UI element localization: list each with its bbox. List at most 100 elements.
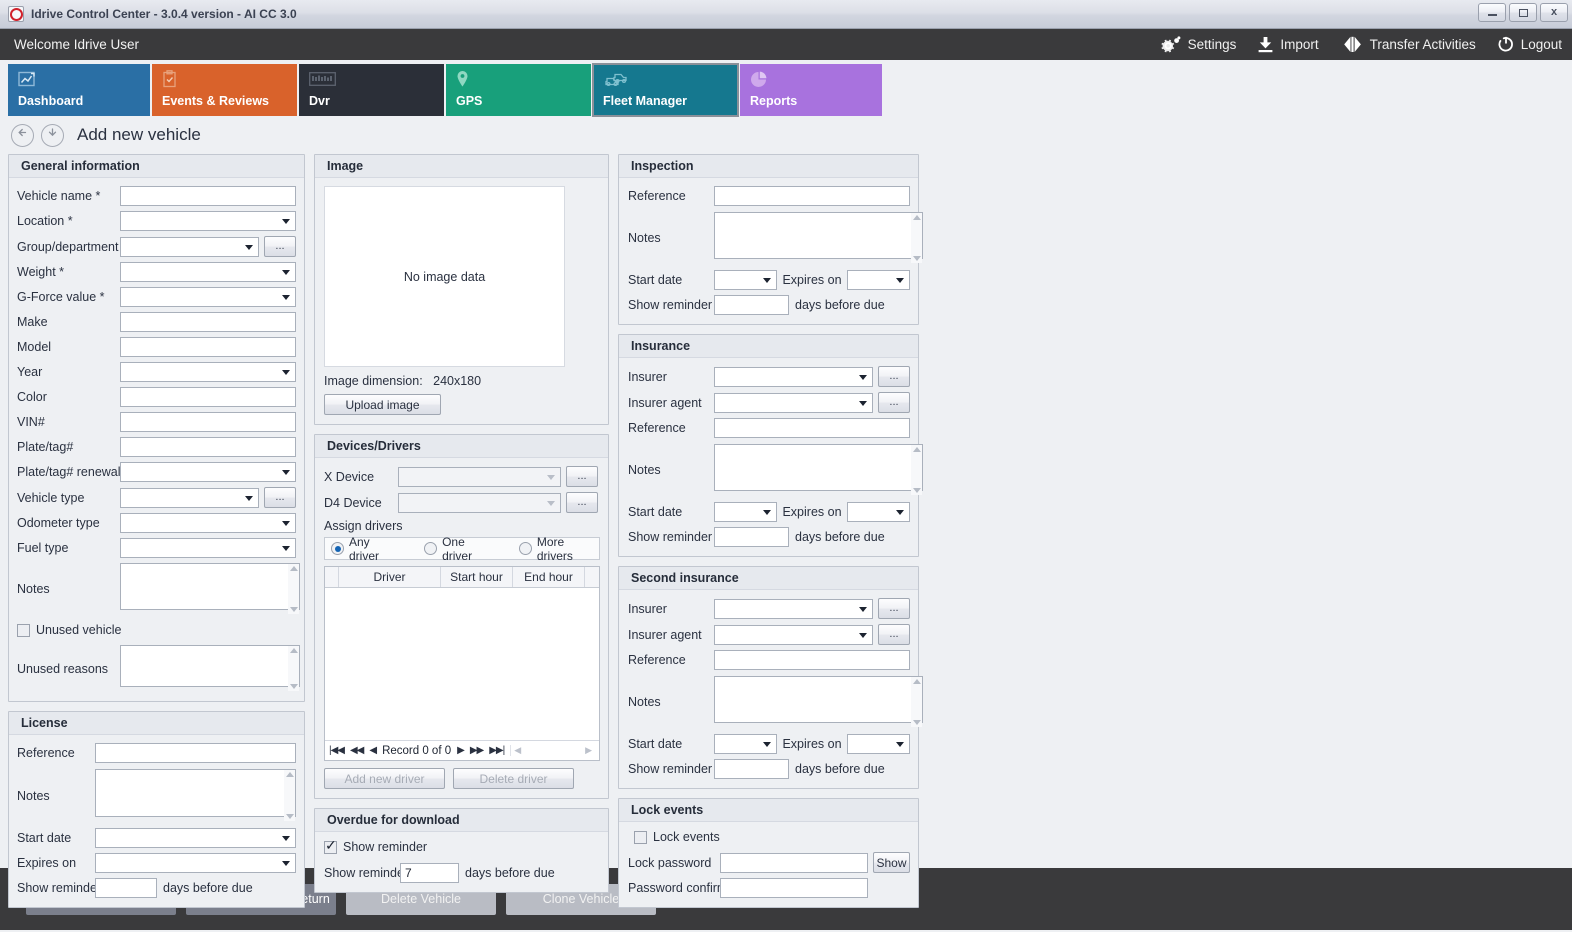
tab-events-reviews[interactable]: Events & Reviews — [152, 64, 297, 116]
second-insurance-insurer-combo[interactable] — [714, 598, 873, 619]
gforce-value-combo[interactable] — [120, 287, 296, 307]
logout-button[interactable]: Logout — [1498, 36, 1562, 53]
welcome-message: Welcome Idrive User — [14, 37, 140, 52]
settings-button[interactable]: Settings — [1159, 35, 1236, 54]
insurance-start-date-combo[interactable] — [714, 502, 778, 522]
x-device-browse-button[interactable]: ... — [566, 466, 598, 487]
general-notes-textarea[interactable] — [120, 563, 300, 610]
location-combo[interactable] — [120, 211, 296, 231]
radio-any-driver[interactable]: Any driver — [331, 535, 394, 563]
next-page-button[interactable]: ▶▶ — [469, 745, 484, 756]
gear-icon — [1159, 35, 1181, 54]
insurance-insurer-agent-label: Insurer agent — [628, 395, 702, 410]
color-label: Color — [17, 390, 47, 404]
vehicle-type-combo[interactable] — [120, 487, 259, 508]
license-expires-on-combo[interactable] — [95, 853, 296, 873]
upload-image-button[interactable]: Upload image — [324, 394, 441, 415]
second-insurance-reference-input[interactable] — [714, 650, 910, 670]
plate-tag-input[interactable] — [120, 437, 296, 457]
inspection-start-date-combo[interactable] — [714, 270, 778, 290]
radio-one-driver[interactable]: One driver — [424, 535, 489, 563]
add-new-driver-button[interactable]: Add new driver — [324, 768, 445, 789]
insurance-insurer-agent-browse-button[interactable]: ... — [878, 392, 910, 413]
odometer-type-combo[interactable] — [120, 513, 296, 533]
inspection-show-reminder-input[interactable] — [714, 295, 789, 315]
second-insurance-expires-on-combo[interactable] — [846, 734, 910, 754]
license-start-date-combo[interactable] — [95, 828, 296, 848]
grid-col-end-hour[interactable]: End hour — [513, 567, 585, 587]
unused-reasons-textarea[interactable] — [120, 645, 300, 687]
license-reference-input[interactable] — [95, 743, 296, 763]
make-input[interactable] — [120, 312, 296, 332]
vehicle-type-browse-button[interactable]: ... — [264, 487, 296, 508]
chevron-down-icon — [859, 606, 867, 612]
insurance-notes-textarea[interactable] — [714, 444, 923, 491]
insurance-insurer-browse-button[interactable]: ... — [878, 366, 910, 387]
insurance-expires-on-combo[interactable] — [846, 502, 910, 522]
tab-reports[interactable]: Reports — [740, 64, 882, 116]
close-button[interactable]: x — [1540, 3, 1568, 22]
second-insurance-start-date-combo[interactable] — [714, 734, 778, 754]
color-input[interactable] — [120, 387, 296, 407]
weight-combo[interactable] — [120, 262, 296, 282]
delete-driver-button[interactable]: Delete driver — [453, 768, 574, 789]
second-insurance-insurer-browse-button[interactable]: ... — [878, 598, 910, 619]
insurance-show-reminder-input[interactable] — [714, 527, 789, 547]
insurance-insurer-agent-combo[interactable] — [714, 392, 873, 413]
drivers-grid-navigator: |◀◀ ◀◀ ◀ Record 0 of 0 ▶ ▶▶ ▶▶| ◀ ▶ — [325, 740, 599, 760]
unused-vehicle-checkbox[interactable]: Unused vehicle — [17, 623, 121, 637]
next-record-button[interactable]: ▶ — [457, 745, 465, 756]
inspection-expires-on-combo[interactable] — [846, 270, 910, 290]
tab-gps[interactable]: GPS — [446, 64, 591, 116]
last-record-button[interactable]: ▶▶| — [489, 745, 505, 756]
vin-input[interactable] — [120, 412, 296, 432]
second-insurance-notes-textarea[interactable] — [714, 676, 923, 723]
maximize-button[interactable] — [1509, 3, 1537, 22]
import-button[interactable]: Import — [1258, 36, 1319, 53]
image-dimension-row: Image dimension: 240x180 — [324, 374, 600, 388]
password-confirm-input[interactable] — [720, 878, 868, 898]
inspection-notes-textarea[interactable] — [714, 212, 923, 259]
inspection-title: Inspection — [619, 155, 918, 178]
chevron-down-icon — [896, 742, 904, 747]
insurance-reference-input[interactable] — [714, 418, 910, 438]
grid-col-driver[interactable]: Driver — [339, 567, 441, 587]
prev-page-button[interactable]: ◀◀ — [349, 745, 364, 756]
license-show-reminder-input[interactable] — [95, 878, 157, 898]
jump-down-button[interactable] — [41, 123, 64, 147]
second-insurance-insurer-agent-combo[interactable] — [714, 624, 873, 645]
second-insurance-insurer-agent-browse-button[interactable]: ... — [878, 624, 910, 645]
license-notes-textarea[interactable] — [95, 769, 296, 817]
second-insurance-show-reminder-input[interactable] — [714, 759, 789, 779]
prev-record-button[interactable]: ◀ — [369, 745, 377, 756]
grid-horizontal-scrollbar[interactable]: ◀ ▶ — [510, 745, 595, 756]
overdue-show-reminder-checkbox[interactable]: Show reminder — [324, 838, 427, 854]
field-vehicle-type: Vehicle type ... — [17, 487, 296, 508]
first-record-button[interactable]: |◀◀ — [329, 745, 345, 756]
field-insurance-insurer: Insurer ... — [628, 366, 910, 387]
model-input[interactable] — [120, 337, 296, 357]
insurance-insurer-combo[interactable] — [714, 366, 873, 387]
d4-device-browse-button[interactable]: ... — [566, 492, 598, 513]
inspection-reference-input[interactable] — [714, 186, 910, 206]
vehicle-name-input[interactable] — [120, 186, 296, 206]
transfer-activities-button[interactable]: Transfer Activities — [1341, 36, 1476, 53]
lock-password-input[interactable] — [720, 852, 868, 873]
x-device-combo[interactable] — [398, 466, 561, 487]
year-combo[interactable] — [120, 362, 296, 382]
group-department-browse-button[interactable]: ... — [264, 236, 296, 257]
tab-dashboard[interactable]: Dashboard — [8, 64, 150, 116]
d4-device-combo[interactable] — [398, 492, 561, 513]
group-department-combo[interactable] — [120, 236, 259, 257]
grid-col-start-hour[interactable]: Start hour — [441, 567, 513, 587]
show-password-button[interactable]: Show — [873, 852, 910, 873]
radio-more-drivers[interactable]: More drivers — [518, 535, 593, 563]
tab-fleet-manager[interactable]: Fleet Manager — [592, 63, 739, 117]
fuel-type-combo[interactable] — [120, 538, 296, 558]
minimize-button[interactable] — [1478, 3, 1506, 22]
back-button[interactable] — [11, 123, 34, 147]
tab-dvr[interactable]: Dvr — [299, 64, 444, 116]
plate-tag-renewal-combo[interactable] — [120, 462, 296, 482]
lock-events-checkbox[interactable]: Lock events — [634, 830, 720, 844]
overdue-show-reminder-input[interactable] — [400, 863, 459, 883]
